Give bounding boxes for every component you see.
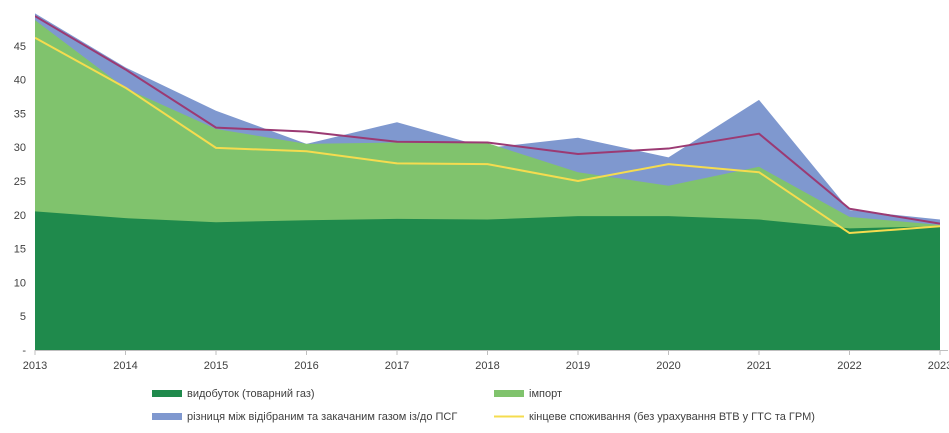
legend-label: кінцеве споживання (без урахування ВТВ у… <box>529 411 815 423</box>
legend-item: імпорт <box>494 388 562 400</box>
legend-swatch <box>152 413 182 420</box>
x-tick-label: 2019 <box>566 360 590 372</box>
x-tick-label: 2018 <box>475 360 499 372</box>
x-tick-label: 2013 <box>23 360 47 372</box>
x-tick-label: 2020 <box>656 360 680 372</box>
legend-label: імпорт <box>529 388 562 400</box>
x-tick-label: 2014 <box>113 360 137 372</box>
legend-item: видобуток (товарний газ) <box>152 388 315 400</box>
y-tick-label: 45 <box>14 41 26 53</box>
legend-swatch <box>152 390 182 397</box>
legend-swatch <box>494 390 524 397</box>
y-tick-label: 25 <box>14 176 26 188</box>
y-tick-label: 15 <box>14 244 26 256</box>
legend-label: видобуток (товарний газ) <box>187 388 315 400</box>
x-tick-label: 2022 <box>837 360 861 372</box>
y-tick-label: 20 <box>14 210 26 222</box>
y-tick-label: - <box>22 345 26 357</box>
legend-item: різниця між відібраним та закачаним газо… <box>152 411 457 423</box>
x-tick-label: 2017 <box>385 360 409 372</box>
x-tick-label: 2023 <box>928 360 949 372</box>
y-tick-label: 30 <box>14 142 26 154</box>
x-tick-label: 2016 <box>294 360 318 372</box>
area-series-0 <box>35 211 940 350</box>
x-tick-label: 2021 <box>747 360 771 372</box>
y-tick-label: 40 <box>14 75 26 87</box>
y-tick-label: 35 <box>14 108 26 120</box>
x-tick-label: 2015 <box>204 360 228 372</box>
y-tick-label: 10 <box>14 277 26 289</box>
y-tick-label: 5 <box>20 311 26 323</box>
legend-item: кінцеве споживання (без урахування ВТВ у… <box>494 411 815 423</box>
plot-area <box>35 13 940 350</box>
legend-label: різниця між відібраним та закачаним газо… <box>187 411 457 423</box>
